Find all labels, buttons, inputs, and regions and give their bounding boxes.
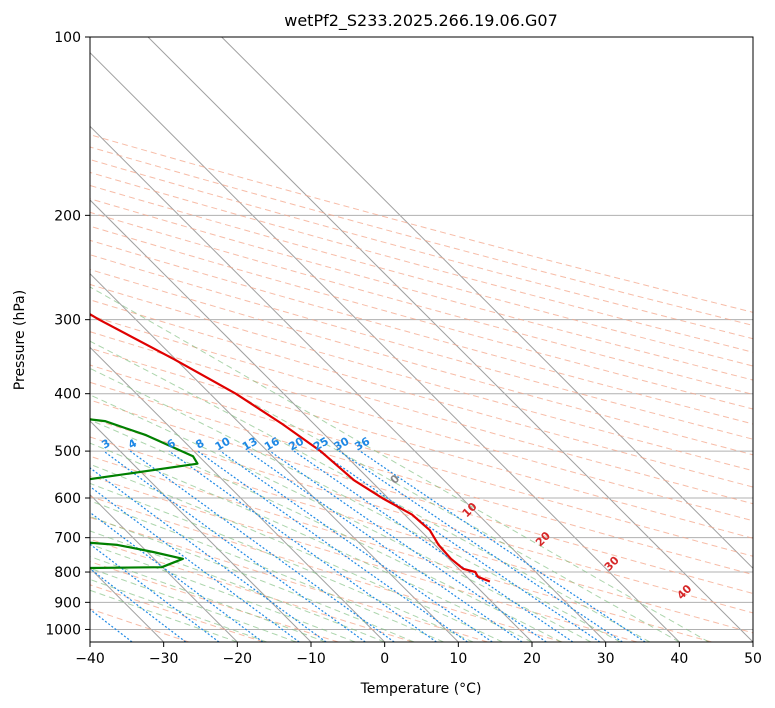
x-axis-label: Temperature (°C) [360,681,482,697]
dry-adiabat-line [90,584,264,642]
plot-area [90,37,753,642]
isotherm-line [90,420,312,642]
dry-adiabat-line [90,347,753,539]
x-tick-label: 40 [670,651,688,667]
mixing-ratio-line [197,450,468,642]
y-tick-label: 300 [54,313,81,329]
mixing-ratio-line [220,450,493,642]
dry-adiabat-line [90,364,753,557]
y-tick-label: 800 [54,565,81,581]
mixing-ratio-line [168,450,437,642]
x-tick-label: 0 [380,651,389,667]
plot-frame [89,36,754,643]
y-tick-label: 900 [54,595,81,611]
isotherm-line [90,346,386,642]
y-tick-label: 500 [54,444,81,460]
isotherm-line [90,272,459,642]
dry-adiabat-line [90,225,753,410]
isotherm-line [221,37,753,570]
dry-adiabat-line [90,268,753,456]
mixing-ratio-line [103,450,366,642]
mixing-ratio-line [293,450,574,642]
mixing-ratio-line [359,450,646,642]
y-tick-label: 1000 [45,622,81,638]
dry-adiabat-line [90,516,488,642]
dry-adiabat-line [90,417,753,614]
y-tick-label: 600 [54,491,81,507]
x-tick-label: 50 [744,651,762,667]
y-tick-label: 400 [54,387,81,403]
chart-title: wetPf2_S233.2025.266.19.06.G07 [284,11,558,31]
x-tick-label: 10 [449,651,467,667]
mixing-ratio-line [338,450,623,642]
dry-adiabat-line [90,159,753,340]
x-tick-label: −20 [223,651,253,667]
mixing-ratio-line [269,450,547,642]
moist-adiabat-line [90,394,592,642]
isotherm-line [90,125,607,642]
mixing-ratio-line [90,543,220,642]
moist-adiabat-line [90,286,710,642]
moist-adiabat-line [90,567,297,642]
x-tick-label: −10 [296,651,326,667]
moist-adiabat-line [90,419,562,642]
dry-adiabat-line [90,134,753,313]
dry-adiabat-line [90,475,638,642]
mixing-ratio-line [90,467,327,642]
x-tick-label: −40 [75,651,105,667]
moist-adiabat-line [90,463,503,642]
y-tick-label: 700 [54,531,81,547]
dry-adiabat-line [90,184,753,367]
mixing-ratio-line [247,450,523,642]
moist-adiabat-line [90,442,533,642]
series-line [90,312,491,583]
dry-adiabat-line [90,254,753,440]
y-tick-label: 100 [54,30,81,46]
moist-adiabat-line [90,515,415,642]
isotherm-line [90,493,238,642]
mixing-ratio-line [129,450,395,642]
dry-adiabat-line [90,455,712,642]
x-tick-label: 30 [597,651,615,667]
moist-adiabat-line [90,556,326,642]
y-axis-label: Pressure (hPa) [12,290,28,390]
isotherm-line [147,37,753,642]
moist-adiabat-line [90,367,621,642]
x-tick-label: 20 [523,651,541,667]
isotherm-line [90,51,680,642]
y-axis: 100 200 300 400 500 600 700 800 900 1000 [45,30,90,638]
x-tick-label: −30 [149,651,179,667]
y-tick-label: 200 [54,208,81,224]
x-axis: −40 −30 −20 −10 0 10 20 30 40 50 [75,642,762,667]
dry-adiabat-line [90,399,753,595]
moist-adiabat-line [90,530,385,642]
moist-adiabat-line [90,578,267,642]
